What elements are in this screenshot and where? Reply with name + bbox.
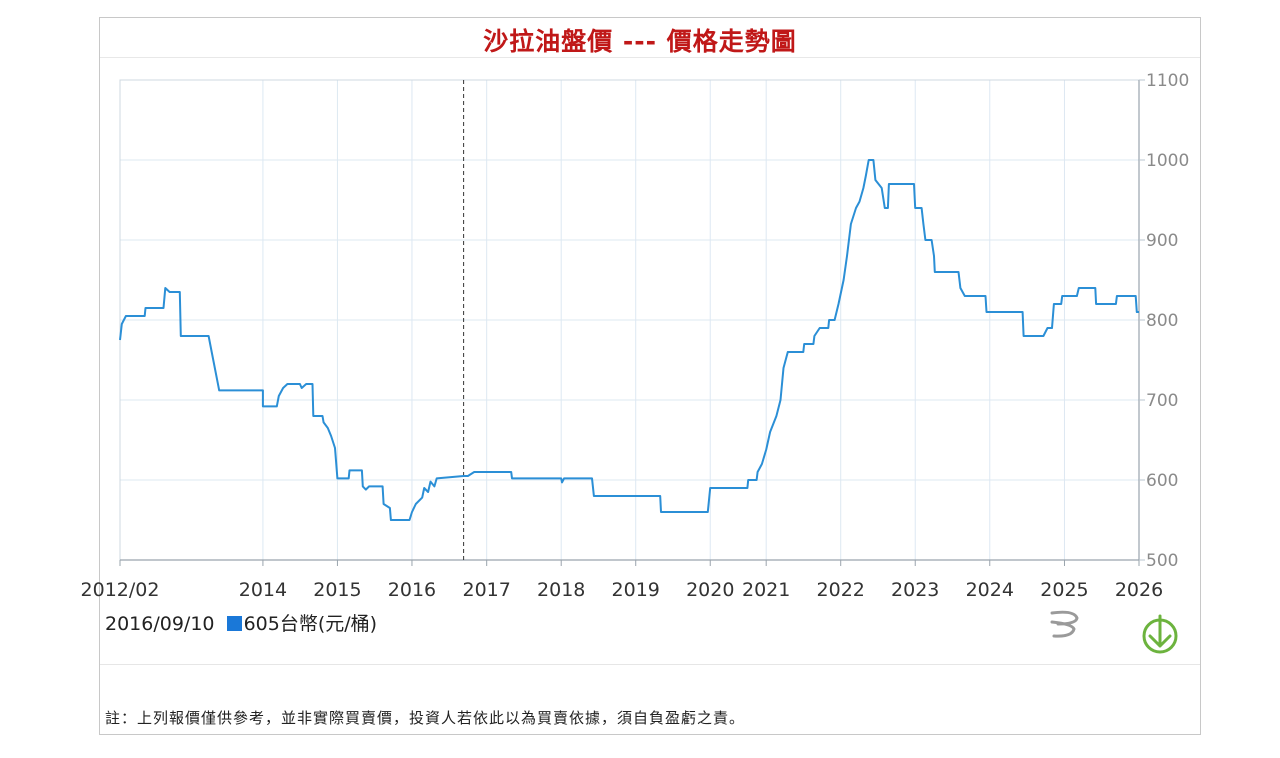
- y-tick-label: 800: [1146, 311, 1178, 331]
- x-axis-ticks: 2012/02 2014 2015 2016 2017 2018 2019 2020 2021 2…: [81, 560, 1163, 601]
- x-tick-label: 2021: [742, 579, 790, 601]
- x-tick-label: 2019: [612, 579, 660, 601]
- x-tick-label: 2014: [239, 579, 287, 601]
- y-tick-label: 1000: [1146, 151, 1189, 171]
- y-tick-label: 900: [1146, 231, 1178, 251]
- hover-readout: 2016/09/10 605台幣(元/桶): [105, 609, 377, 636]
- download-icon[interactable]: [1140, 610, 1180, 656]
- grid-lines: [119, 79, 1140, 561]
- y-tick-label: 1100: [1146, 71, 1189, 91]
- x-tick-label: 2020: [686, 579, 734, 601]
- y-axis-ticks: 500 600 700 800 900 1000 1100: [1139, 71, 1189, 571]
- y-tick-label: 700: [1146, 391, 1178, 411]
- x-tick-label: 2026: [1115, 579, 1163, 601]
- price-series-line[interactable]: [119, 159, 1139, 521]
- readout-date: 2016/09/10: [105, 613, 215, 635]
- menu-icon[interactable]: [1046, 606, 1086, 642]
- x-tick-label: 2022: [817, 579, 865, 601]
- chart-title: 沙拉油盤價 --- 價格走勢圖: [483, 27, 797, 56]
- readout-swatch: [226, 616, 242, 631]
- disclaimer-note: 註：上列報價僅供參考，並非實際買賣價，投資人若依此以為買賣依據，須自負盈虧之責。: [105, 709, 746, 727]
- x-tick-label: 2015: [313, 579, 361, 601]
- footer-divider: [100, 664, 1200, 665]
- title-divider: [100, 57, 1200, 58]
- x-tick-label: 2012/02: [81, 579, 160, 601]
- readout-value: 605台幣(元/桶): [243, 613, 378, 635]
- y-tick-label: 600: [1146, 471, 1178, 491]
- x-tick-label: 2025: [1040, 579, 1088, 601]
- y-tick-label: 500: [1146, 551, 1178, 571]
- x-tick-label: 2017: [463, 579, 511, 601]
- x-tick-label: 2024: [966, 579, 1014, 601]
- chart-container: [99, 17, 1201, 735]
- x-tick-label: 2016: [388, 579, 436, 601]
- x-tick-label: 2018: [537, 579, 585, 601]
- x-tick-label: 2023: [891, 579, 939, 601]
